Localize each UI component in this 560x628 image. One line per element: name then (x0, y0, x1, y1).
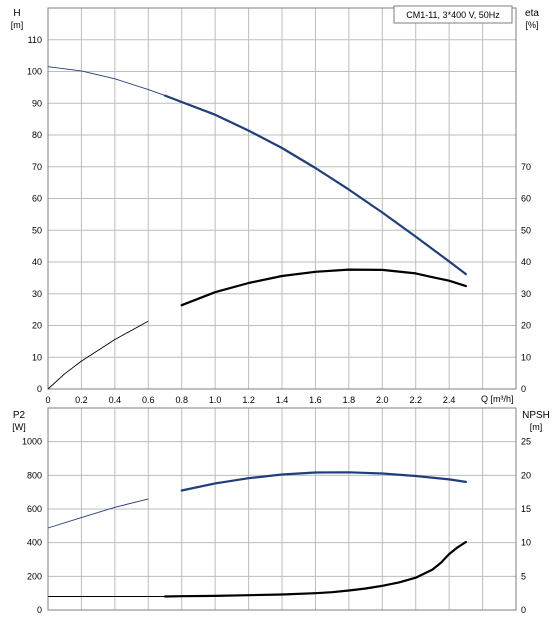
y-tick-label-left: 50 (32, 225, 42, 235)
power-curve-bold (180, 471, 467, 492)
y-tick-label-right: 40 (521, 257, 531, 267)
x-tick-label: 1.2 (242, 395, 255, 405)
upper-grid (48, 8, 516, 389)
x-tick-label: 0.8 (175, 395, 188, 405)
y-tick-label-left: 60 (32, 194, 42, 204)
x-tick-label: 1.4 (276, 395, 289, 405)
x-tick-label: 2.0 (376, 395, 389, 405)
y-tick-label-right: 0 (521, 605, 526, 615)
y-tick-label-left: 0 (37, 384, 42, 394)
y-tick-label-left: 110 (28, 35, 42, 45)
y-tick-label-left: 80 (32, 130, 42, 140)
y-tick-label-right: 20 (521, 470, 531, 480)
x-tick-label: 1.0 (209, 395, 222, 405)
x-tick-label: 1.8 (343, 395, 356, 405)
power-curve-thin (47, 498, 149, 529)
y-tick-label-right: 10 (521, 538, 531, 548)
chart-title-box (393, 5, 513, 24)
upper-left-axis-label-line1: H (13, 8, 20, 19)
lower-plot-frame (47, 407, 517, 611)
efficiency-curve-bold (180, 268, 467, 307)
curves (47, 66, 467, 598)
y-tick-label-right: 15 (521, 504, 531, 514)
upper-right-axis-label-line1: eta (525, 8, 539, 19)
head-curve-bold (163, 94, 467, 276)
y-tick-label-left: 1000 (22, 437, 42, 447)
y-tick-label-right: 10 (521, 352, 531, 362)
upper-left-axis-label-line2: [m] (11, 20, 24, 30)
y-tick-label-left: 90 (32, 98, 42, 108)
y-tick-label-left: 800 (27, 470, 42, 480)
y-tick-label-left: 10 (32, 352, 42, 362)
y-tick-label-left: 400 (27, 538, 42, 548)
lower-tick-labels: 0 200 400 600 800 1000 0 5 10 15 20 25 (22, 437, 531, 615)
y-tick-label-left: 600 (27, 504, 42, 514)
efficiency-curve-thin (47, 320, 149, 390)
x-tick-label: 0.2 (75, 395, 88, 405)
head-curve-thin (47, 66, 166, 97)
lower-grid (48, 408, 516, 610)
x-tick-label: 1.6 (309, 395, 322, 405)
y-tick-label-left: 40 (32, 257, 42, 267)
y-tick-label-right: 20 (521, 321, 531, 331)
y-tick-label-left: 30 (32, 289, 42, 299)
lower-right-axis-label-line2: [m] (530, 422, 543, 432)
lower-right-axis-label-line1: NPSH (522, 410, 550, 421)
upper-right-axis-label-line2: [%] (525, 20, 538, 30)
chart-title: CM1-11, 3*400 V, 50Hz (406, 10, 500, 20)
y-tick-label-right: 70 (521, 162, 531, 172)
y-tick-label-left: 0 (37, 605, 42, 615)
y-tick-label-right: 25 (521, 437, 531, 447)
x-tick-label: 2.4 (443, 395, 456, 405)
y-tick-label-right: 5 (521, 571, 526, 581)
x-tick-label: 0 (45, 395, 50, 405)
upper-plot-frame (47, 7, 517, 390)
npsh-curve-bold (163, 540, 467, 598)
y-tick-label-left: 70 (32, 162, 42, 172)
lower-left-axis-label-line1: P2 (13, 410, 26, 421)
y-tick-label-right: 0 (521, 384, 526, 394)
x-axis-label: Q [m³/h] (481, 394, 514, 404)
y-tick-label-right: 50 (521, 225, 531, 235)
y-tick-label-left: 20 (32, 321, 42, 331)
x-tick-label: 0.6 (142, 395, 155, 405)
y-tick-label-right: 30 (521, 289, 531, 299)
x-tick-label: 2.2 (409, 395, 422, 405)
x-tick-label: 0.4 (109, 395, 122, 405)
y-tick-label-left: 100 (27, 67, 42, 77)
upper-tick-labels: 0 0.2 0.4 0.6 0.8 1.0 1.2 1.4 1.6 1.8 2.0 2.2 2.4 0 10… (27, 35, 531, 405)
y-tick-label-left: 200 (27, 571, 42, 581)
lower-left-axis-label-line2: [W] (12, 422, 26, 432)
y-tick-label-right: 60 (521, 194, 531, 204)
